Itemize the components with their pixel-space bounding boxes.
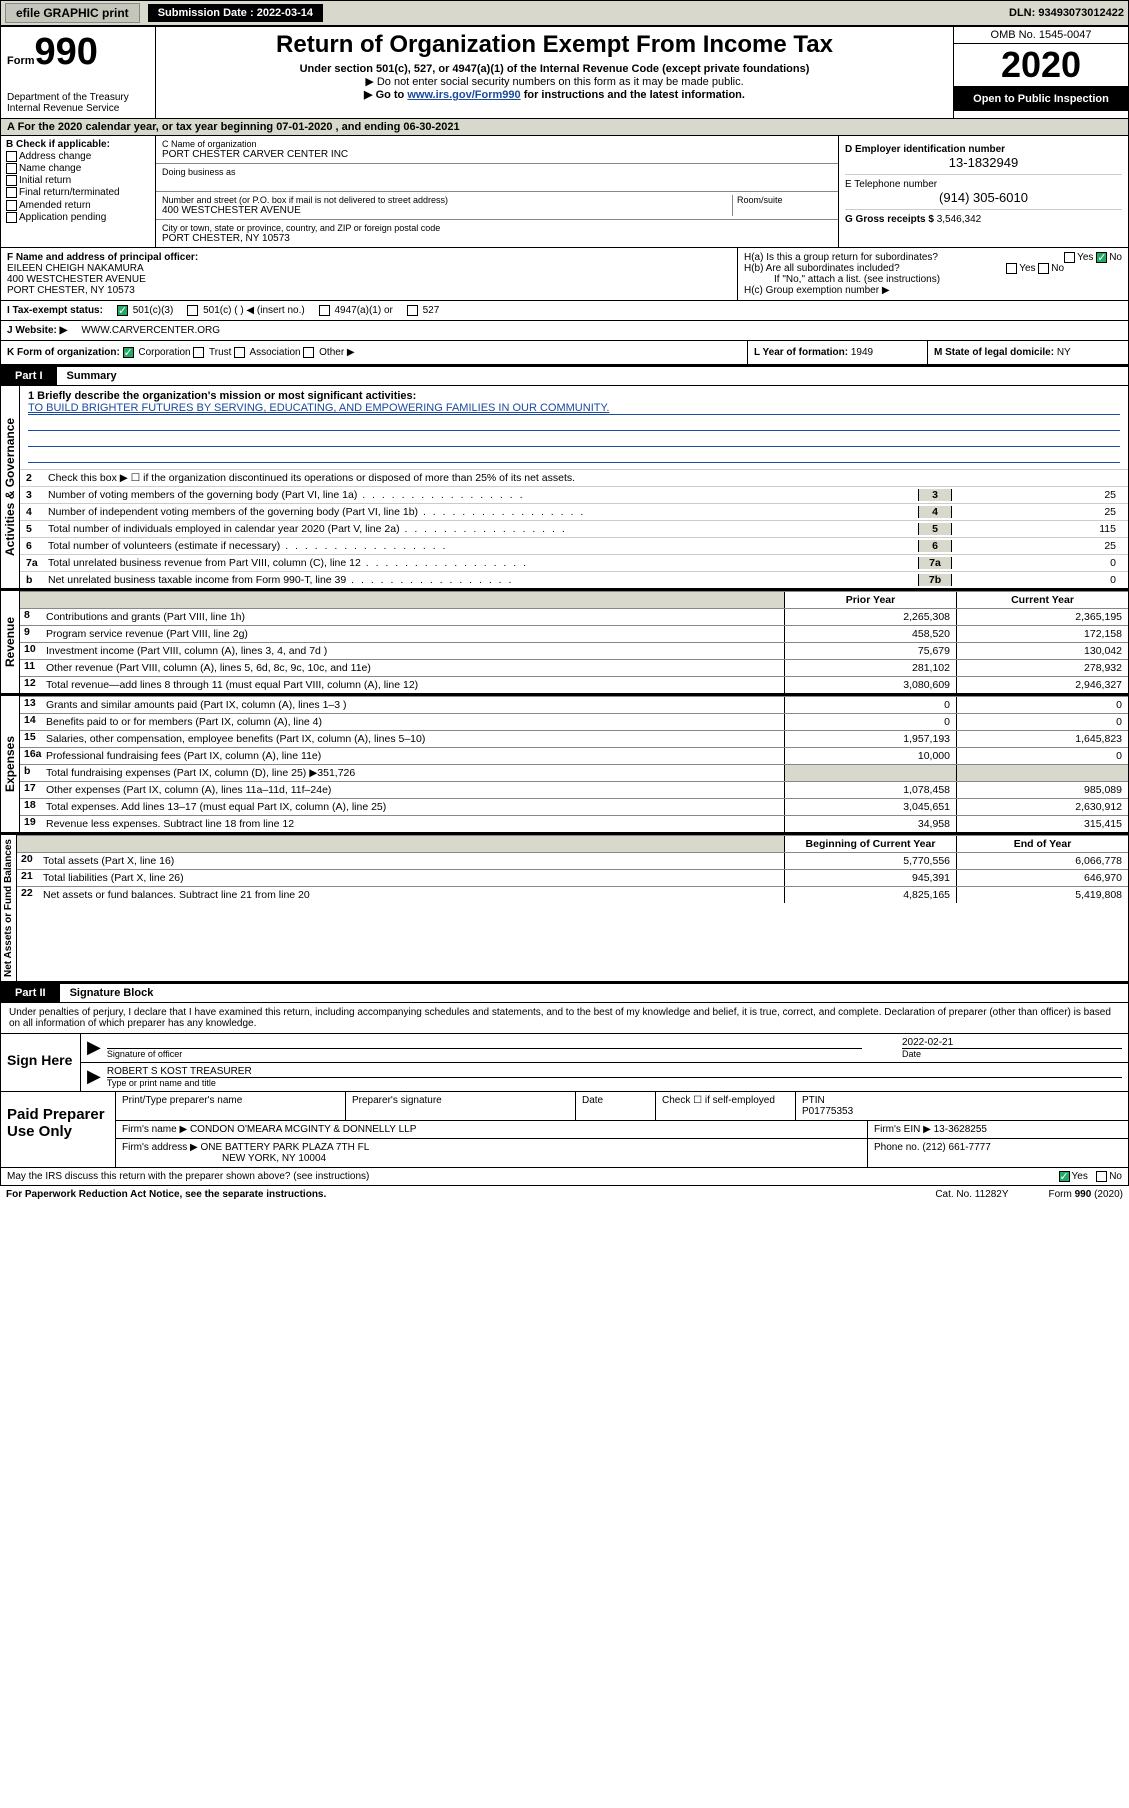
summary-block: Activities & Governance 1 Briefly descri… [0, 386, 1129, 589]
fin-row: bTotal fundraising expenses (Part IX, co… [20, 764, 1128, 781]
summary-line: 4Number of independent voting members of… [20, 503, 1128, 520]
fin-row: 20Total assets (Part X, line 16)5,770,55… [17, 852, 1128, 869]
summary-line: 3Number of voting members of the governi… [20, 486, 1128, 503]
fin-row: 21Total liabilities (Part X, line 26)945… [17, 869, 1128, 886]
fin-row: 16aProfessional fundraising fees (Part I… [20, 747, 1128, 764]
mission-text: TO BUILD BRIGHTER FUTURES BY SERVING, ED… [28, 402, 1120, 415]
org-name: PORT CHESTER CARVER CENTER INC [162, 149, 832, 160]
section-f-h: F Name and address of principal officer:… [0, 248, 1129, 301]
col-d-through-g: D Employer identification number13-18329… [838, 136, 1128, 247]
mission-brief: 1 Briefly describe the organization's mi… [20, 386, 1128, 469]
fin-row: 17Other expenses (Part IX, column (A), l… [20, 781, 1128, 798]
tax-year: 2020 [954, 44, 1128, 87]
revenue-block: Revenue Prior Year Current Year 8Contrib… [0, 589, 1129, 694]
gross-receipts: 3,546,342 [937, 214, 982, 225]
form-number: Form990 [7, 31, 149, 74]
paperwork-footer: For Paperwork Reduction Act Notice, see … [0, 1186, 1129, 1203]
row-a: A For the 2020 calendar year, or tax yea… [0, 119, 1129, 136]
netassets-block: Net Assets or Fund Balances Beginning of… [0, 833, 1129, 982]
vlabel-revenue: Revenue [1, 591, 20, 693]
col-b: B Check if applicable: Address change Na… [1, 136, 156, 247]
note-2: ▶ Go to www.irs.gov/Form990 for instruct… [164, 88, 945, 101]
summary-line: 5Total number of individuals employed in… [20, 520, 1128, 537]
ein: 13-1832949 [845, 155, 1122, 170]
fin-row: 10Investment income (Part VIII, column (… [20, 642, 1128, 659]
vlabel-expenses: Expenses [1, 696, 20, 832]
phone: (914) 305-6010 [845, 190, 1122, 205]
vlabel-netassets: Net Assets or Fund Balances [1, 835, 17, 981]
col-c: C Name of organization PORT CHESTER CARV… [156, 136, 838, 247]
form-subtitle: Under section 501(c), 527, or 4947(a)(1)… [164, 63, 945, 75]
year-header-2: Beginning of Current Year End of Year [17, 835, 1128, 852]
tax-exempt-row: I Tax-exempt status: 501(c)(3) 501(c) ( … [0, 301, 1129, 321]
fin-row: 12Total revenue—add lines 8 through 11 (… [20, 676, 1128, 693]
irs-label: Internal Revenue Service [7, 103, 149, 114]
fin-row: 19Revenue less expenses. Subtract line 1… [20, 815, 1128, 832]
year-header: Prior Year Current Year [20, 591, 1128, 608]
fin-row: 11Other revenue (Part VIII, column (A), … [20, 659, 1128, 676]
submission-date: Submission Date : 2022-03-14 [148, 4, 323, 22]
discuss-row: May the IRS discuss this return with the… [0, 1168, 1129, 1186]
summary-line: 7aTotal unrelated business revenue from … [20, 554, 1128, 571]
fin-row: 8Contributions and grants (Part VIII, li… [20, 608, 1128, 625]
efile-button[interactable]: efile GRAPHIC print [5, 3, 140, 23]
org-city: PORT CHESTER, NY 10573 [162, 233, 832, 244]
principal-officer: F Name and address of principal officer:… [1, 248, 738, 300]
summary-line: bNet unrelated business taxable income f… [20, 571, 1128, 588]
irs-link[interactable]: www.irs.gov/Form990 [407, 89, 520, 101]
dept-label: Department of the Treasury [7, 92, 149, 103]
topbar: efile GRAPHIC print Submission Date : 20… [0, 0, 1129, 26]
website-row: J Website: ▶ WWW.CARVERCENTER.ORG [0, 321, 1129, 341]
fin-row: 13Grants and similar amounts paid (Part … [20, 696, 1128, 713]
fin-row: 22Net assets or fund balances. Subtract … [17, 886, 1128, 903]
paid-preparer-block: Paid Preparer Use Only Print/Type prepar… [0, 1092, 1129, 1168]
part-1-header: Part I Summary [0, 365, 1129, 386]
dln-label: DLN: 93493073012422 [1009, 7, 1124, 19]
perjury-text: Under penalties of perjury, I declare th… [0, 1003, 1129, 1034]
fin-row: 18Total expenses. Add lines 13–17 (must … [20, 798, 1128, 815]
section-b-through-g: B Check if applicable: Address change Na… [0, 136, 1129, 248]
summary-line: 6Total number of volunteers (estimate if… [20, 537, 1128, 554]
summary-line: 2Check this box ▶ ☐ if the organization … [20, 469, 1128, 486]
note-1: ▶ Do not enter social security numbers o… [164, 75, 945, 88]
fin-row: 15Salaries, other compensation, employee… [20, 730, 1128, 747]
sign-here-block: Sign Here ▶ Signature of officer 2022-02… [0, 1034, 1129, 1092]
omb-number: OMB No. 1545-0047 [954, 27, 1128, 44]
org-street: 400 WESTCHESTER AVENUE [162, 205, 732, 216]
vlabel-activities: Activities & Governance [1, 386, 20, 588]
expenses-block: Expenses 13Grants and similar amounts pa… [0, 694, 1129, 833]
open-inspection: Open to Public Inspection [954, 87, 1128, 111]
form-header: Form990 Department of the Treasury Inter… [0, 26, 1129, 119]
fin-row: 14Benefits paid to or for members (Part … [20, 713, 1128, 730]
website-url: WWW.CARVERCENTER.ORG [81, 325, 220, 336]
part-2-header: Part II Signature Block [0, 982, 1129, 1003]
k-l-m-row: K Form of organization: Corporation Trus… [0, 341, 1129, 365]
fin-row: 9Program service revenue (Part VIII, lin… [20, 625, 1128, 642]
form-title: Return of Organization Exempt From Incom… [164, 31, 945, 59]
